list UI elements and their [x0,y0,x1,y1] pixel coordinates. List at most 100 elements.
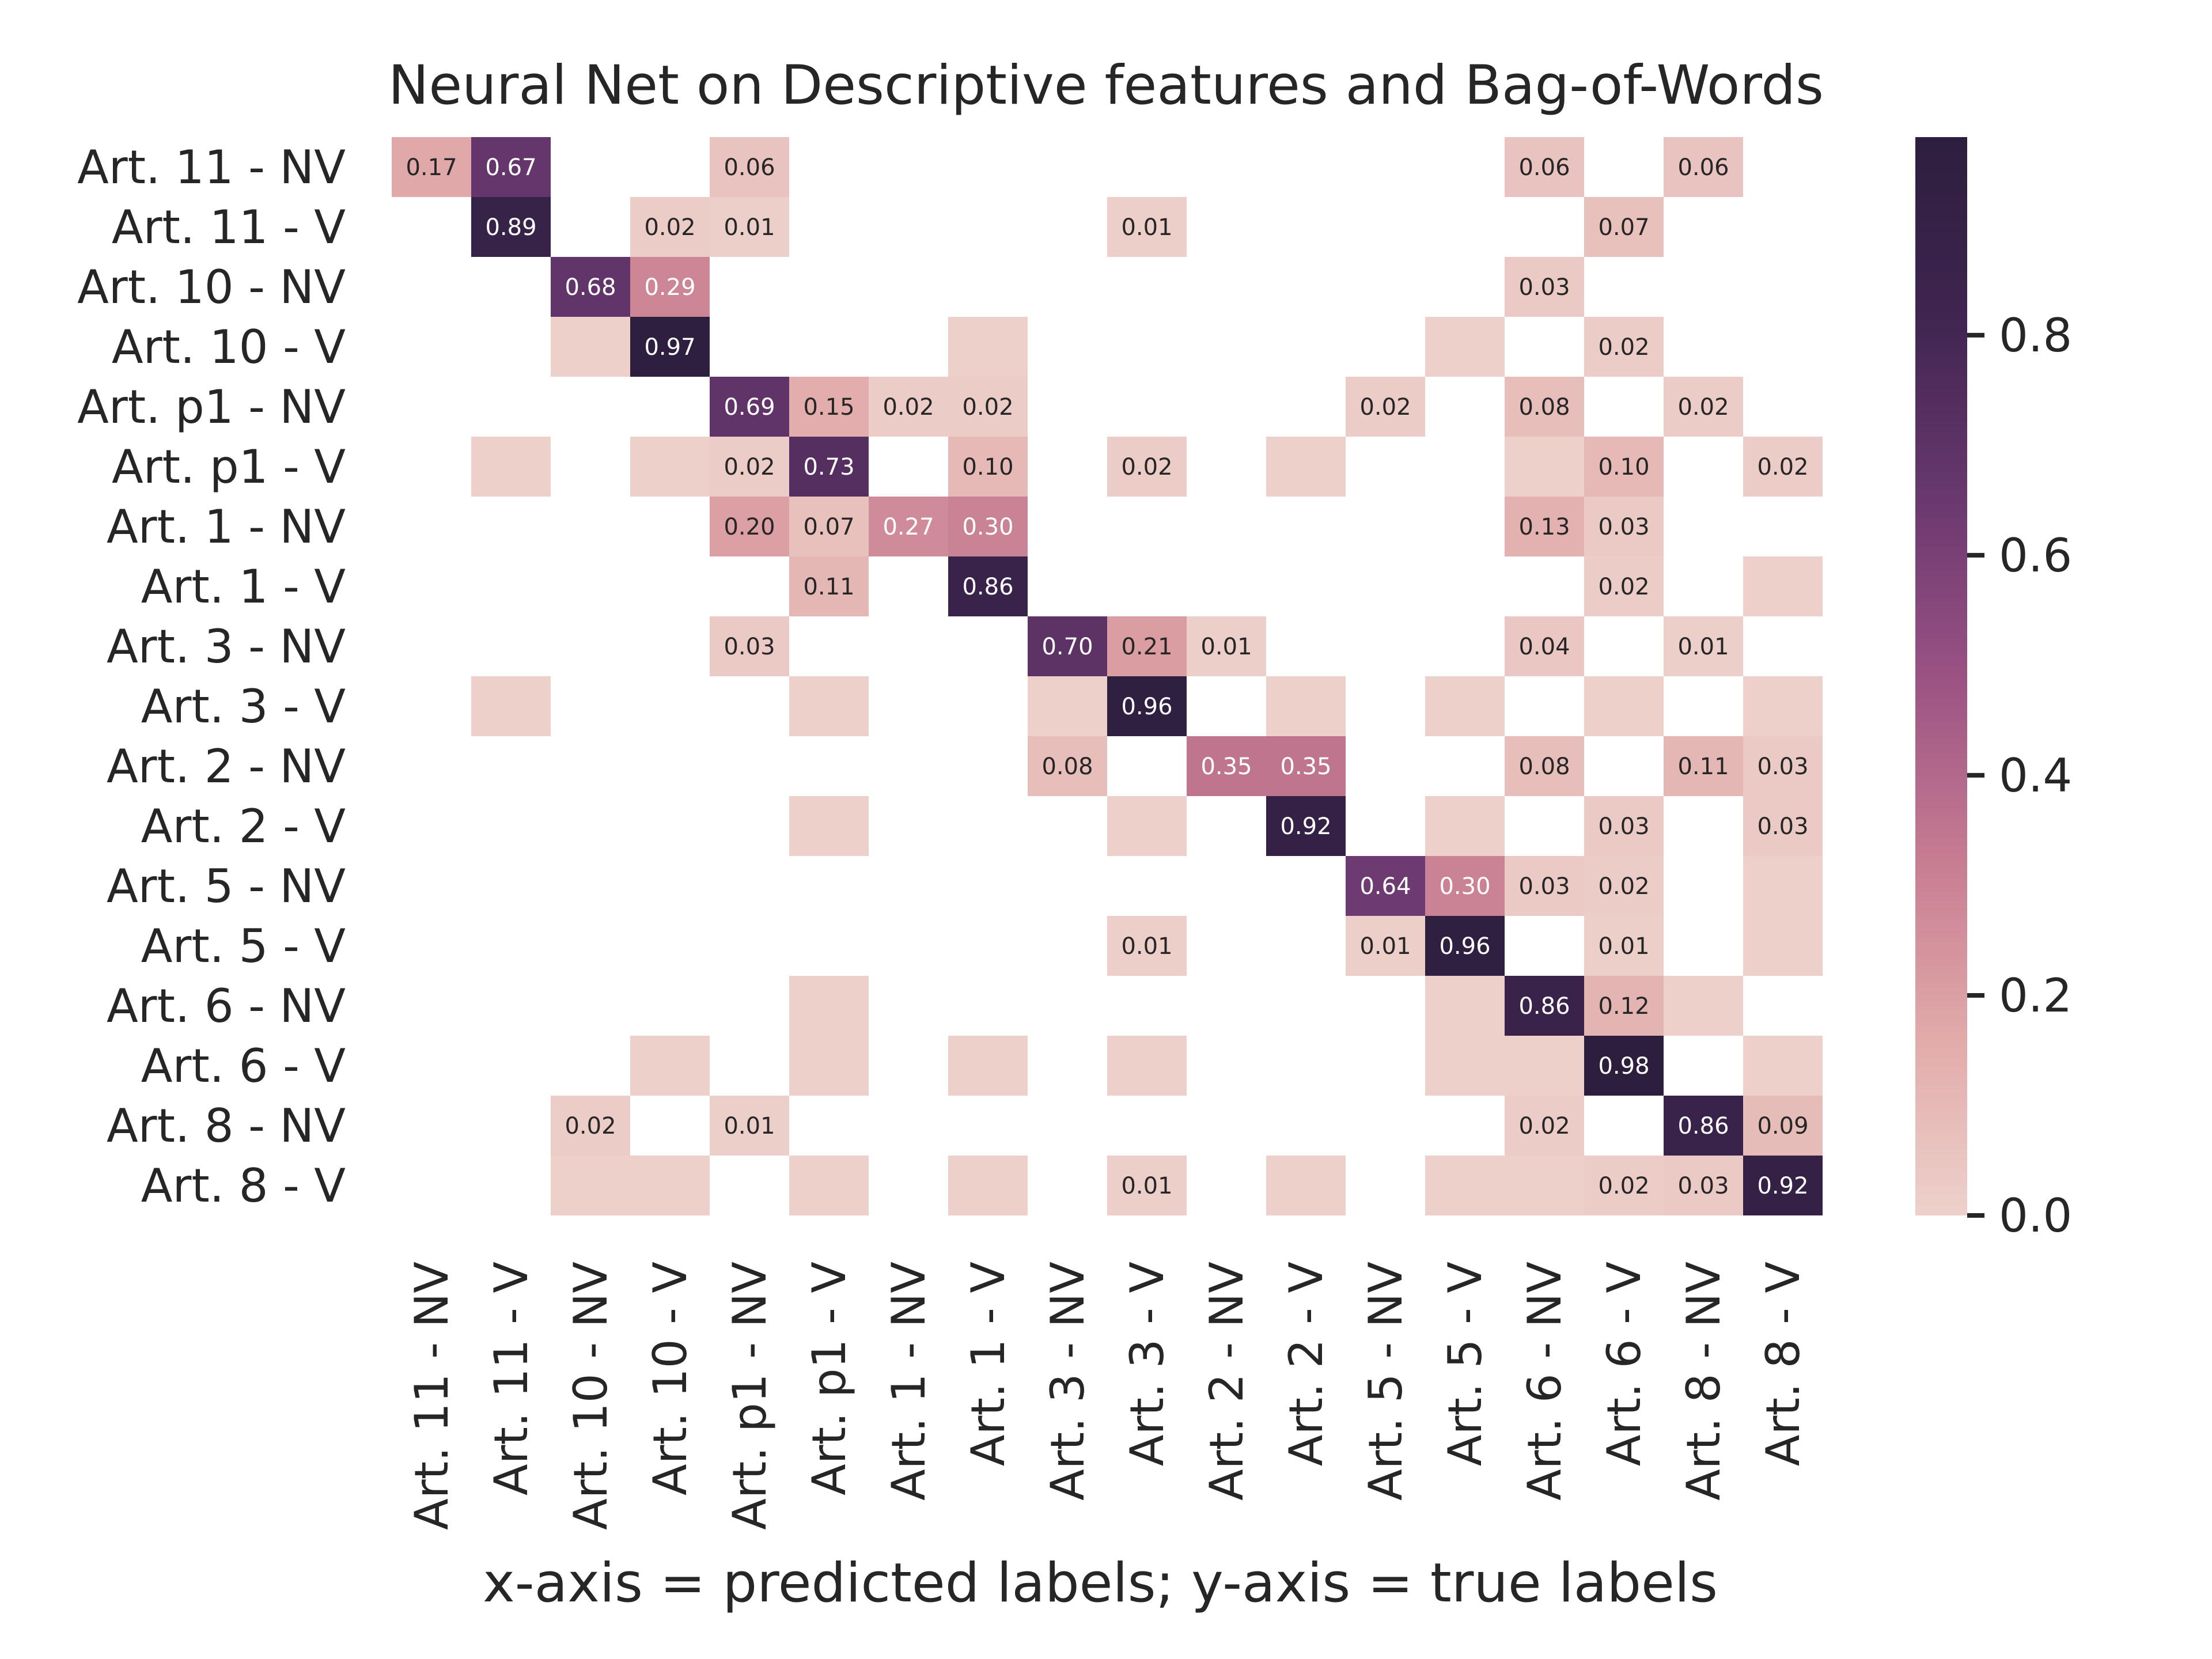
heatmap-cell [1346,916,1425,976]
cell-value-label: 0.35 [1200,753,1252,780]
heatmap-cell [789,1156,869,1215]
cell-value-label: 0.02 [1677,394,1729,421]
cell-value-label: 0.06 [724,154,775,181]
heatmap-cell [1266,676,1346,736]
cell-value-label: 0.02 [1359,394,1411,421]
cell-value-label: 0.96 [1439,933,1490,960]
y-tick-label: Art. 5 - V [141,919,346,973]
x-tick-label: Art. 2 - NV [1200,1262,1253,1501]
heatmap-cell [1266,437,1346,497]
heatmap-cell [789,377,869,437]
heatmap-cell [948,1156,1028,1215]
heatmap-cell [1743,437,1823,497]
heatmap-cell-labels: 0.17 0.67 0.06 0.06 0.06 0.89 0.02 0.01 0.01 0.07… [406,154,1808,1199]
heatmap-cell [1664,1096,1743,1156]
heatmap-cell [1505,1036,1584,1096]
cell-value-label: 0.04 [1518,634,1570,660]
heatmap-cell [1425,916,1505,976]
heatmap-cell [1425,1156,1505,1215]
x-tick-label: Art. 2 - V [1279,1262,1333,1466]
cell-value-label: 0.01 [724,1113,775,1139]
heatmap-cell [948,377,1028,437]
cell-value-label: 0.01 [1359,933,1411,960]
y-tick-label: Art. 11 - V [112,200,346,254]
heatmap-cell [1187,736,1266,796]
heatmap-cell [630,317,710,377]
heatmap-cell [1505,377,1584,437]
cell-value-label: 0.21 [1121,634,1172,660]
cell-value-label: 0.92 [1280,813,1331,840]
heatmap-cell [1664,1156,1743,1215]
cell-value-label: 0.86 [1677,1113,1729,1139]
colorbar-tick-label: 0.6 [1999,529,2072,582]
cell-value-label: 0.03 [1757,753,1808,780]
heatmap-cell [1425,317,1505,377]
heatmap-cell [1584,1036,1664,1096]
cell-value-label: 0.70 [1041,634,1093,660]
cell-value-label: 0.03 [1518,873,1570,900]
heatmap-cell [1107,197,1187,257]
colorbar-ticks: 0.0 0.2 0.4 0.6 0.8 [1967,309,2072,1243]
y-tick-label: Art. 6 - NV [107,979,346,1033]
heatmap-cell [1664,616,1743,676]
heatmap-cell [551,317,630,377]
x-tick-label: Art. 8 - V [1756,1262,1810,1466]
heatmap-cell [789,437,869,497]
heatmap-cell [1664,976,1743,1036]
heatmap-cell [630,1036,710,1096]
heatmap-cell [710,1096,789,1156]
y-tick-label: Art. 8 - NV [107,1099,346,1153]
heatmap-cell [1505,137,1584,197]
y-tick-label: Art. 11 - NV [77,141,346,194]
cell-value-label: 0.02 [565,1113,616,1139]
cell-value-label: 0.06 [1677,154,1729,181]
y-tick-label: Art. 1 - NV [107,500,346,554]
heatmap-cell [1028,616,1107,676]
cell-value-label: 0.92 [1757,1173,1808,1199]
cell-value-label: 0.07 [1598,214,1649,241]
heatmap-cell [1505,257,1584,317]
cell-value-label: 0.12 [1598,993,1649,1020]
heatmap-cell [1664,377,1743,437]
cell-value-label: 0.02 [1518,1113,1570,1139]
cell-value-label: 0.15 [803,394,854,421]
heatmap-cell [1743,856,1823,916]
y-tick-label: Art. 10 - NV [77,260,346,314]
heatmap-cell [1107,676,1187,736]
heatmap-cell [1743,736,1823,796]
y-tick-label: Art. 1 - V [141,560,346,613]
cell-value-label: 0.02 [1598,1173,1649,1199]
cell-value-label: 0.01 [1200,634,1252,660]
heatmap-cell [1743,1156,1823,1215]
cell-value-label: 0.89 [485,214,536,241]
cell-value-label: 0.64 [1359,873,1411,900]
heatmap-cell [1425,796,1505,856]
heatmap-cell [1028,736,1107,796]
x-axis-label: x-axis = predicted labels; y-axis = true… [483,1552,1718,1615]
cell-value-label: 0.02 [644,214,695,241]
heatmap-cell [1584,437,1664,497]
heatmap-cell [1107,1036,1187,1096]
heatmap-cell [630,197,710,257]
heatmap-cell [1505,856,1584,916]
y-tick-label: Art. 5 - NV [107,859,346,913]
heatmap-cell [1425,976,1505,1036]
heatmap-cell [1584,796,1664,856]
cell-value-label: 0.01 [1598,933,1649,960]
cell-value-label: 0.02 [724,454,775,480]
cell-value-label: 0.08 [1518,394,1570,421]
cell-value-label: 0.10 [962,454,1013,480]
cell-value-label: 0.08 [1041,753,1093,780]
x-tick-label: Art. 10 - V [643,1262,697,1495]
heatmap-cell [1028,676,1107,736]
cell-value-label: 0.01 [1121,933,1172,960]
cell-value-label: 0.01 [1121,214,1172,241]
heatmap-cell [948,497,1028,556]
cell-value-label: 0.06 [1518,154,1570,181]
heatmap-cell [710,616,789,676]
colorbar-tick-label: 0.0 [1999,1189,2072,1243]
heatmap-cell [948,1036,1028,1096]
cell-value-label: 0.20 [724,514,775,540]
heatmap-cell [1425,856,1505,916]
heatmap-cell [1505,437,1584,497]
